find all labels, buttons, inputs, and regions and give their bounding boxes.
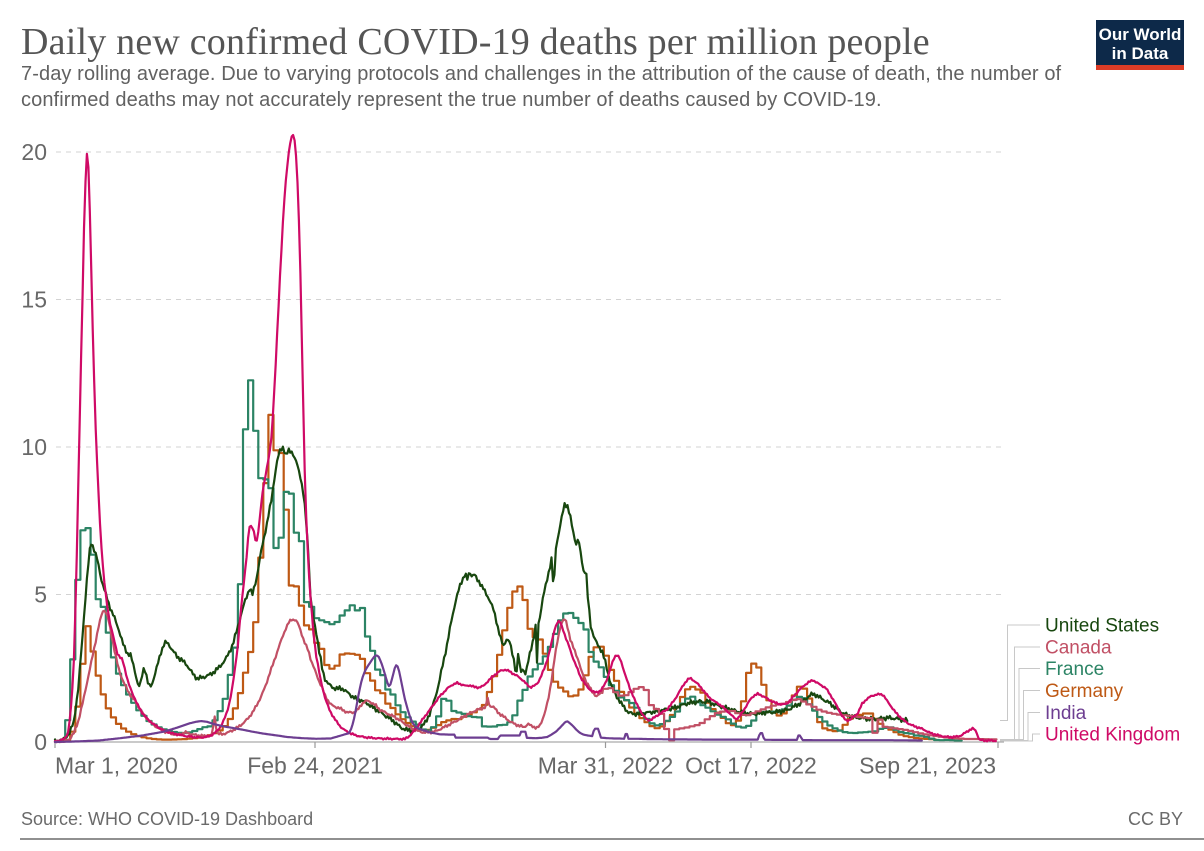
svg-text:Germany: Germany [1045,681,1124,702]
svg-text:France: France [1045,659,1104,680]
svg-text:15: 15 [21,287,47,313]
svg-text:20: 20 [21,139,47,165]
svg-text:10: 10 [21,434,47,460]
svg-text:Feb 24, 2021: Feb 24, 2021 [247,753,383,779]
svg-text:Sep 21, 2023: Sep 21, 2023 [859,753,996,779]
svg-text:Mar 31, 2022: Mar 31, 2022 [538,753,674,779]
svg-text:Mar 1, 2020: Mar 1, 2020 [55,753,178,779]
svg-text:India: India [1045,703,1087,724]
svg-text:United States: United States [1045,616,1159,637]
svg-text:0: 0 [34,729,47,755]
svg-text:Oct 17, 2022: Oct 17, 2022 [685,753,817,779]
svg-text:5: 5 [34,582,47,608]
svg-text:Canada: Canada [1045,638,1112,659]
svg-text:United Kingdom: United Kingdom [1045,725,1180,746]
